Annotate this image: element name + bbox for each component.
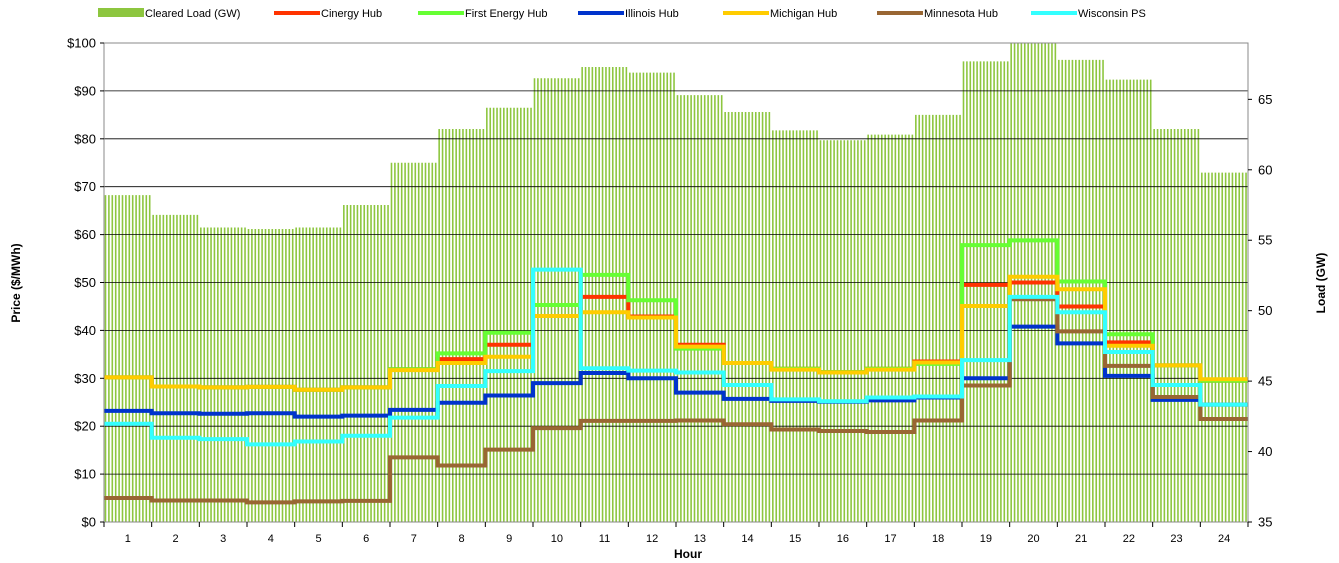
x-tick-label: 14: [741, 533, 753, 545]
x-tick-label: 13: [694, 533, 706, 545]
x-tick-label: 19: [980, 533, 992, 545]
y2-axis-label: Load (GW): [1314, 253, 1328, 314]
x-tick-label: 7: [411, 533, 417, 545]
legend-label: Michigan Hub: [770, 8, 837, 20]
x-tick-label: 20: [1027, 533, 1039, 545]
legend: Cleared Load (GW) Cinergy Hub First Energy…: [98, 8, 1146, 20]
legend-label: Illinois Hub: [625, 8, 679, 20]
load-bar-hour-14: [724, 112, 771, 522]
y2-tick-label: 45: [1258, 374, 1272, 389]
legend-swatch: [98, 8, 144, 17]
x-tick-label: 21: [1075, 533, 1087, 545]
series-line-minnesota-hub: [104, 297, 1248, 505]
series-line-wisconsin-ps: [104, 267, 1248, 447]
load-bar-hour-5: [295, 227, 342, 522]
load-bar-hour-4: [247, 228, 294, 522]
x-tick-label: 10: [551, 533, 563, 545]
load-bar-hour-11: [581, 66, 628, 522]
x-tick-label: 8: [458, 533, 464, 545]
load-bar-hour-23: [1153, 128, 1200, 522]
load-bars: [104, 43, 1247, 522]
y2-tick-label: 55: [1258, 233, 1272, 248]
y-tick-label: $10: [74, 467, 96, 482]
load-bar-hour-15: [772, 130, 818, 522]
x-tick-label: 4: [268, 533, 274, 545]
x-tick-label: 12: [646, 533, 658, 545]
load-bar-hour-9: [486, 107, 532, 522]
load-bar-hour-13: [676, 95, 723, 522]
y2-tick-label: 35: [1258, 515, 1272, 530]
y-tick-label: $60: [74, 227, 96, 242]
load-bar-hour-6: [343, 205, 389, 522]
x-tick-label: 9: [506, 533, 512, 545]
load-bar-hour-3: [200, 227, 246, 522]
load-bar-hour-24: [1201, 172, 1247, 522]
x-tick-label: 23: [1170, 533, 1182, 545]
legend-item: Wisconsin PS: [1031, 8, 1146, 20]
x-tick-label: 1: [125, 533, 131, 545]
x-tick-label: 2: [172, 533, 178, 545]
load-bar-hour-7: [390, 162, 437, 522]
x-axis-label: Hour: [674, 547, 702, 561]
x-axis: 1 2 3 4 5 6 7 8 9 10 11 12 13 14 15 16 17 18 19 20 21 22 23 24: [103, 522, 1249, 545]
x-tick-label: 18: [932, 533, 944, 545]
load-bar-hour-2: [152, 214, 199, 522]
x-tick-label: 17: [884, 533, 896, 545]
y-tick-label: $0: [82, 515, 96, 530]
load-bar-hour-17: [867, 134, 914, 522]
x-tick-label: 3: [220, 533, 226, 545]
legend-label: Minnesota Hub: [924, 8, 998, 20]
price-lines: [104, 238, 1248, 505]
y-tick-label: $40: [74, 323, 96, 338]
y-tick-label: $100: [67, 36, 96, 51]
y-tick-label: $20: [74, 419, 96, 434]
series-line-michigan-hub: [104, 274, 1248, 392]
legend-item: Cleared Load (GW): [98, 8, 240, 20]
y-tick-label: $30: [74, 371, 96, 386]
y-axis-label: Price ($/MWh): [9, 243, 23, 322]
legend-item: Illinois Hub: [578, 8, 679, 20]
load-bar-hour-18: [915, 114, 961, 522]
y-tick-label: $80: [74, 131, 96, 146]
x-tick-label: 24: [1218, 533, 1230, 545]
x-tick-label: 22: [1123, 533, 1135, 545]
load-bar-hour-16: [819, 140, 866, 522]
x-tick-label: 11: [599, 533, 610, 545]
load-bar-hour-12: [629, 72, 675, 522]
x-tick-label: 15: [789, 533, 801, 545]
load-bar-hour-1: [104, 195, 151, 522]
legend-item: First Energy Hub: [418, 8, 548, 20]
y2-tick-label: 50: [1258, 303, 1272, 318]
legend-label: Cleared Load (GW): [145, 8, 240, 20]
y2-tick-label: 40: [1258, 444, 1272, 459]
legend-item: Michigan Hub: [723, 8, 837, 20]
y2-tick-label: 65: [1258, 92, 1272, 107]
x-tick-label: 16: [837, 533, 849, 545]
x-tick-label: 6: [363, 533, 369, 545]
legend-label: Cinergy Hub: [321, 8, 382, 20]
y-axis-left: $0 $10 $20 $30 $40 $50 $60 $70 $80 $90 $100: [67, 36, 104, 530]
y-tick-label: $70: [74, 179, 96, 194]
legend-item: Minnesota Hub: [877, 8, 998, 20]
legend-label: Wisconsin PS: [1078, 8, 1146, 20]
load-bar-hour-10: [533, 78, 580, 522]
x-tick-label: 5: [315, 533, 321, 545]
y-tick-label: $50: [74, 275, 96, 290]
load-bar-hour-8: [438, 128, 485, 522]
y-tick-label: $90: [74, 83, 96, 98]
y2-tick-label: 60: [1258, 162, 1272, 177]
y-axis-right: 35 40 45 50 55 60 65: [1248, 92, 1272, 530]
legend-item: Cinergy Hub: [274, 8, 382, 20]
load-bar-hour-22: [1105, 79, 1152, 522]
legend-label: First Energy Hub: [465, 8, 548, 20]
load-bar-hour-19: [962, 61, 1009, 522]
